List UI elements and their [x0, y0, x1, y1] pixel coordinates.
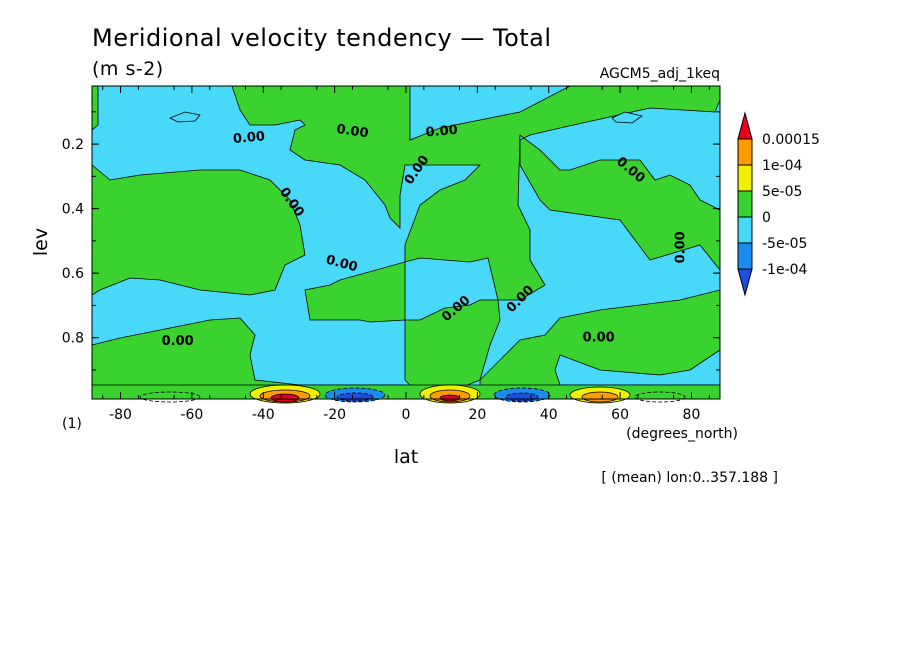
- y-tick-label: 0.4: [62, 202, 84, 218]
- contour-label: 0.00: [425, 123, 458, 141]
- colorbar-label: 0: [762, 210, 771, 226]
- contour-region: [231, 85, 721, 389]
- contour-region: [169, 111, 201, 123]
- colorbar-box: [737, 216, 753, 244]
- colorbar-arrow-bottom: [737, 268, 753, 297]
- colorbar-box: [737, 190, 753, 218]
- contour-label: 0.00: [674, 231, 689, 263]
- x-tick-labels: -80 -60 -40 -20 0 20 40 60 80: [109, 407, 700, 423]
- contour-region: [581, 391, 619, 403]
- chart-units: (m s-2): [92, 58, 164, 80]
- mean-note: [ (mean) lon:0..357.188 ]: [601, 470, 778, 486]
- y-tick-label: 0.2: [62, 137, 84, 153]
- y-axis-label: lev: [30, 228, 52, 256]
- y-tick-label: 0.6: [62, 266, 84, 282]
- y-tick-label: 0.8: [62, 331, 84, 347]
- contour-region: [139, 391, 201, 403]
- contour-label: 0.00: [162, 334, 194, 349]
- contour-region: [336, 392, 374, 402]
- contour-region: [439, 394, 461, 402]
- colorbar-box: [737, 138, 753, 166]
- contour-region: [91, 164, 306, 296]
- contour-plot: 0.00 0.00 0.000.000.00 0.000.000.000.00 0.00…: [91, 85, 721, 404]
- contour-region: [505, 392, 539, 402]
- contour-region: [270, 393, 300, 403]
- contour-region: [611, 111, 643, 124]
- x-tick-label: -40: [252, 407, 275, 423]
- negative-islands: [169, 111, 643, 321]
- x-tick-label: 20: [468, 407, 486, 423]
- x-tick-label: 40: [540, 407, 558, 423]
- colorbar-box: [737, 164, 753, 192]
- contour-region: [404, 257, 499, 321]
- x-tick-label: 80: [683, 407, 701, 423]
- colorbar-label: -5e-05: [762, 236, 807, 252]
- x-axis-units: (degrees_north): [626, 426, 738, 442]
- contour-label: 0.00: [583, 331, 615, 346]
- colorbar-arrow-top: [737, 111, 753, 140]
- x-tick-label: -80: [109, 407, 132, 423]
- contour-region: [634, 391, 686, 403]
- colorbar: 0.00015 1e-04 5e-05 0 -5e-05 -1e-04: [737, 111, 820, 297]
- colorbar-label: 1e-04: [762, 158, 802, 174]
- contour-label: 0.00: [232, 129, 265, 147]
- contour-label: 0.00: [335, 122, 369, 141]
- axis-ticks: [92, 86, 720, 399]
- x-tick-label: -20: [323, 407, 346, 423]
- colorbar-label: 5e-05: [762, 184, 802, 200]
- experiment-label: AGCM5_adj_1keq: [600, 66, 720, 82]
- x-tick-label: -60: [180, 407, 203, 423]
- x-tick-label: 60: [611, 407, 629, 423]
- x-tick-label: 0: [402, 407, 411, 423]
- contour-region: [91, 85, 99, 131]
- colorbar-label: 0.00015: [762, 132, 820, 148]
- panel-number: (1): [62, 416, 82, 432]
- colorbar-label: -1e-04: [762, 262, 808, 278]
- y-tick-labels: 0.2 0.4 0.6 0.8: [62, 137, 84, 347]
- colorbar-box: [737, 242, 753, 270]
- chart-title: Meridional velocity tendency — Total: [92, 24, 552, 52]
- x-axis-label: lat: [394, 446, 418, 468]
